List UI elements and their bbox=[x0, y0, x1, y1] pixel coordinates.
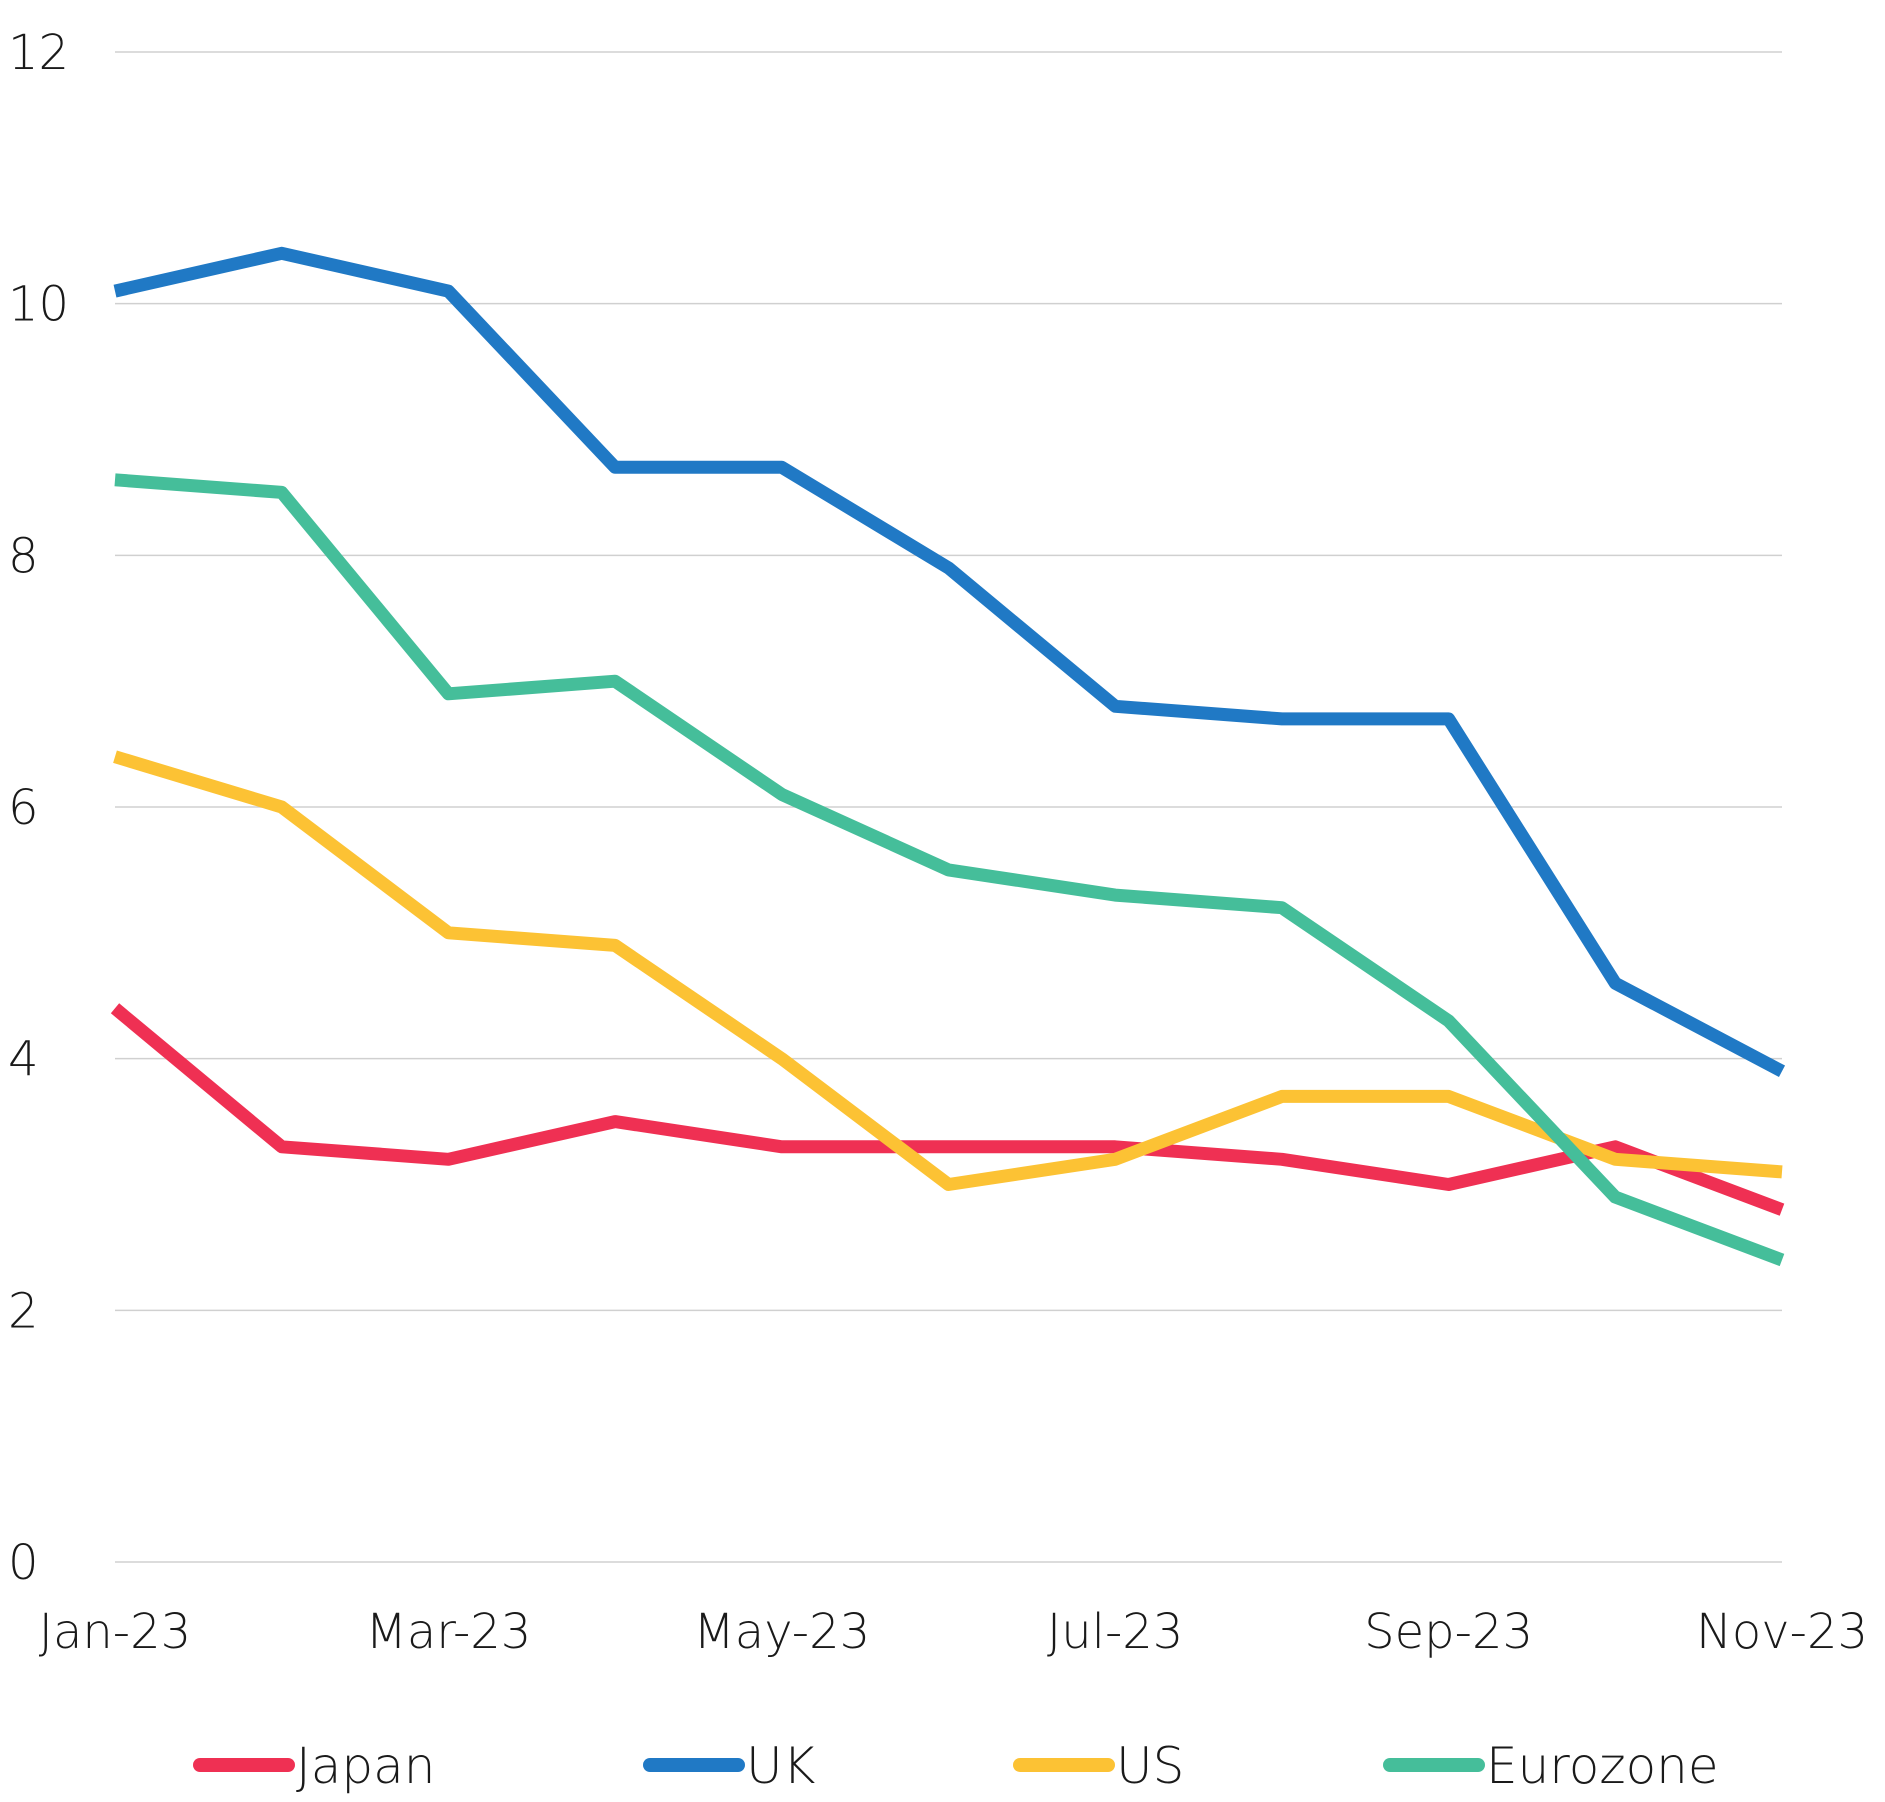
y-tick-label-2: 2 bbox=[8, 1283, 39, 1339]
legend-label-uk: UK bbox=[746, 1737, 816, 1795]
y-tick-label-10: 10 bbox=[8, 277, 69, 333]
grid-lines bbox=[115, 51, 1782, 1563]
y-tick-label-0: 0 bbox=[8, 1535, 39, 1591]
y-tick-label-8: 8 bbox=[8, 528, 39, 584]
x-axis-tick-labels: Jan-23 Mar-23 May-23 Jul-23 Sep-23 Nov-23 bbox=[39, 1604, 1868, 1660]
x-tick-label-jul-23: Jul-23 bbox=[1047, 1604, 1183, 1660]
y-tick-label-6: 6 bbox=[8, 780, 39, 836]
series-line-japan bbox=[110, 1003, 1785, 1216]
x-tick-label-nov-23: Nov-23 bbox=[1696, 1604, 1868, 1660]
x-tick-label-sep-23: Sep-23 bbox=[1364, 1604, 1533, 1660]
legend: Japan UK US Eurozone bbox=[193, 1737, 1719, 1795]
y-axis-tick-labels: 0 2 4 6 8 10 12 bbox=[8, 25, 69, 1591]
series-line-uk bbox=[113, 246, 1786, 1078]
series-line-eurozone bbox=[114, 473, 1785, 1267]
y-tick-label-12: 12 bbox=[8, 25, 69, 81]
x-tick-label-mar-23: Mar-23 bbox=[365, 1604, 531, 1660]
legend-label-us: US bbox=[1116, 1737, 1184, 1795]
legend-label-japan: Japan bbox=[296, 1737, 435, 1795]
x-tick-label-jan-23: Jan-23 bbox=[39, 1604, 191, 1660]
series-lines bbox=[110, 246, 1786, 1267]
legend-label-eurozone: Eurozone bbox=[1486, 1737, 1719, 1795]
y-tick-label-4: 4 bbox=[8, 1032, 39, 1088]
x-tick-label-may-23: May-23 bbox=[693, 1604, 870, 1660]
series-line-us bbox=[113, 750, 1783, 1191]
